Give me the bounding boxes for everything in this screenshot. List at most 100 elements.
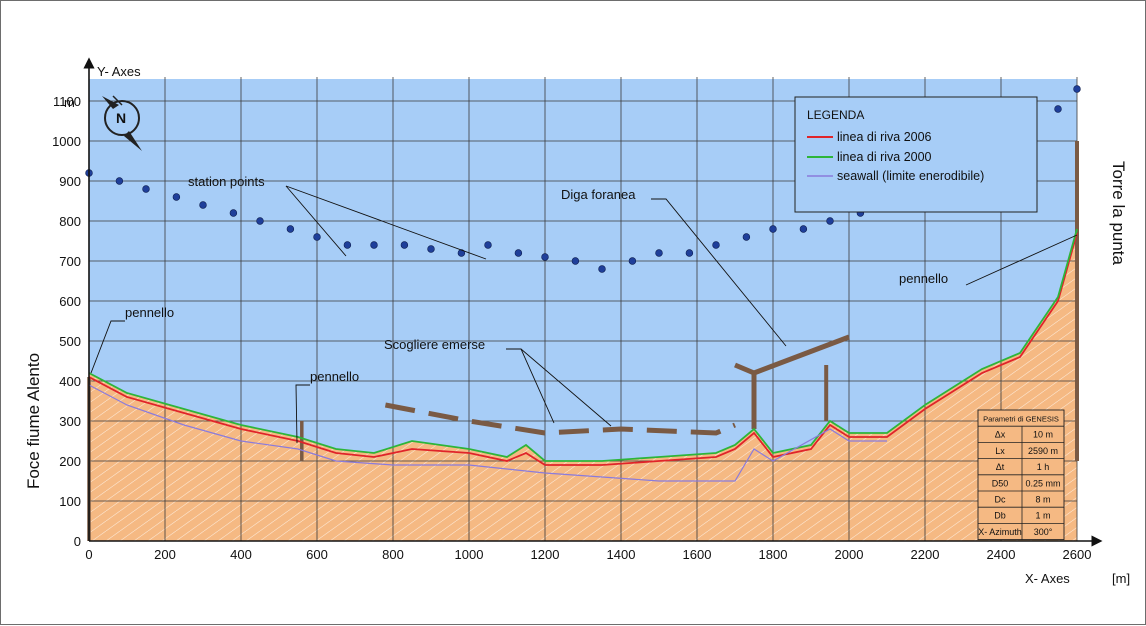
- x-tick-label: 2400: [987, 547, 1016, 562]
- x-tick-label: 800: [382, 547, 404, 562]
- land-area: [89, 229, 1077, 541]
- leader-scogliere-2: [520, 348, 612, 427]
- leader-station-1: [285, 185, 347, 257]
- series-line: [88, 232, 1078, 466]
- emerged-breakwaters: [384, 402, 736, 436]
- legend-label-2000: linea di riva 2000: [837, 150, 932, 164]
- station-point: [400, 241, 409, 249]
- genesis-param-value: 1 m: [1035, 511, 1050, 521]
- leader-pennello-mid: [295, 384, 310, 444]
- x-tick-label: 1800: [759, 547, 788, 562]
- annotation-pennello-mid: pennello: [310, 369, 359, 384]
- leader-pennello-right: [965, 234, 1078, 286]
- y-tick-label: 400: [59, 374, 81, 389]
- station-point: [427, 245, 435, 253]
- right-side-label: Torre la punta: [1109, 161, 1128, 265]
- genesis-param-value: 0.25 mm: [1025, 478, 1060, 488]
- y-axis-unit: m: [64, 95, 75, 110]
- genesis-parameters-table: Parametri di GENESIS Δx 10 m Lx 2590 m Δt 1 h D…: [977, 409, 1065, 541]
- station-point: [655, 249, 663, 257]
- annotation-diga-foranea: Diga foranea: [561, 187, 636, 202]
- compass-letter: N: [116, 110, 126, 126]
- y-tick-label: 200: [59, 454, 81, 469]
- genesis-param-value: 300°: [1034, 527, 1053, 537]
- leader-pennello-left: [90, 320, 125, 374]
- station-point: [628, 257, 637, 265]
- annotation-scogliere-emerse: Scogliere emerse: [384, 337, 485, 352]
- y-tick-label: 800: [59, 214, 81, 229]
- harbor-breakwater: [753, 334, 850, 376]
- series-line: [88, 228, 1078, 462]
- genesis-param-name: Dc: [995, 495, 1006, 505]
- station-point: [514, 249, 523, 257]
- genesis-param-value: 8 m: [1035, 495, 1050, 505]
- y-tick-label: 700: [59, 254, 81, 269]
- station-point: [313, 233, 321, 241]
- x-axis-unit: [m]: [1112, 571, 1130, 586]
- station-point: [343, 241, 352, 249]
- legend: LEGENDA linea di riva 2006 linea di riva…: [794, 96, 1038, 213]
- leader-station-2: [285, 185, 487, 260]
- y-tick-label: 600: [59, 294, 81, 309]
- leader-diga: [651, 198, 787, 347]
- genesis-param-name: X- Azimuth: [978, 527, 1022, 537]
- annotation-pennello-right: pennello: [899, 271, 948, 286]
- station-point: [286, 225, 295, 233]
- y-tick-label: 300: [59, 414, 81, 429]
- station-point: [1054, 105, 1062, 113]
- legend-label-2006: linea di riva 2006: [837, 130, 932, 144]
- annotation-pennello-left: pennello: [125, 305, 174, 320]
- x-tick-label: 0: [85, 547, 92, 562]
- genesis-table-title: Parametri di GENESIS: [983, 415, 1059, 424]
- x-tick-label: 200: [154, 547, 176, 562]
- y-tick-label: 1000: [52, 134, 81, 149]
- y-axis-title: Y- Axes: [97, 64, 141, 79]
- station-point: [769, 225, 777, 233]
- shoreline-series: [88, 228, 1078, 482]
- station-point: [172, 193, 181, 201]
- x-tick-label: 600: [306, 547, 328, 562]
- x-tick-label: 2200: [911, 547, 940, 562]
- genesis-param-value: 10 m: [1033, 430, 1053, 440]
- genesis-param-value: 1 h: [1037, 462, 1050, 472]
- genesis-param-value: 2590 m: [1028, 446, 1058, 456]
- x-tick-label: 400: [230, 547, 252, 562]
- left-side-label: Foce fiume Alento: [24, 353, 43, 489]
- station-point: [1073, 85, 1081, 93]
- station-point: [826, 217, 834, 225]
- annotations: station points Diga foranea Scogliere emer…: [90, 174, 1078, 444]
- y-tick-label: 900: [59, 174, 81, 189]
- y-tick-label: 500: [59, 334, 81, 349]
- genesis-param-name: Lx: [995, 446, 1005, 456]
- station-point: [256, 217, 264, 225]
- x-tick-label: 1200: [531, 547, 560, 562]
- station-point: [484, 241, 492, 249]
- x-tick-label: 2000: [835, 547, 864, 562]
- station-point: [598, 265, 606, 273]
- x-tick-label: 1000: [455, 547, 484, 562]
- station-point: [142, 185, 150, 193]
- y-tick-label: 1100: [53, 94, 81, 109]
- x-axis-title: X- Axes: [1025, 571, 1070, 586]
- x-tick-label: 1600: [683, 547, 712, 562]
- compass-icon: N: [102, 95, 142, 151]
- station-point: [571, 257, 580, 265]
- station-point: [370, 241, 378, 249]
- genesis-param-name: Db: [994, 511, 1006, 521]
- x-tick-label: 1400: [607, 547, 636, 562]
- legend-label-seawall: seawall (limite enerodibile): [837, 169, 984, 183]
- station-point: [541, 253, 549, 261]
- genesis-param-name: Δx: [995, 430, 1006, 440]
- y-tick-label: 100: [59, 494, 81, 509]
- station-point: [685, 249, 694, 257]
- genesis-param-name: Δt: [996, 462, 1005, 472]
- station-point: [229, 209, 238, 217]
- genesis-param-name: D50: [992, 478, 1009, 488]
- series-line: [88, 384, 887, 482]
- axes: [83, 57, 1103, 547]
- station-point: [115, 177, 124, 185]
- legend-title: LEGENDA: [807, 108, 864, 122]
- station-point: [712, 241, 720, 249]
